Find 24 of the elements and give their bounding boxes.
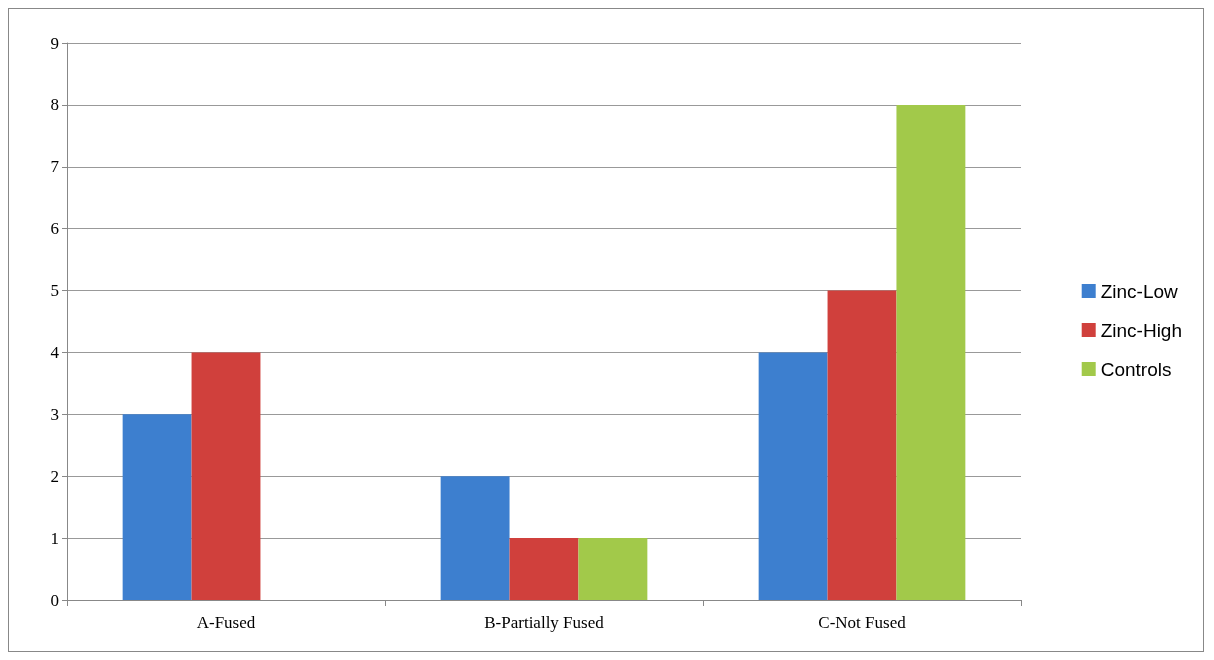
legend-label: Zinc-Low: [1100, 280, 1179, 302]
bar: [509, 538, 579, 600]
y-tick-label: 4: [50, 342, 60, 362]
bar: [191, 352, 261, 600]
bar: [440, 476, 510, 600]
bar: [896, 104, 966, 600]
bar: [827, 290, 897, 600]
x-tick-label: B-Partially Fused: [484, 613, 605, 632]
y-tick-label: 8: [50, 95, 59, 115]
y-tick-label: 1: [50, 528, 59, 548]
y-tick-label: 0: [50, 590, 59, 610]
y-tick-label: 5: [50, 281, 59, 301]
y-tick-label: 9: [50, 33, 59, 53]
y-tick-label: 7: [50, 157, 60, 177]
bar: [758, 352, 828, 600]
x-tick-label: A-Fused: [196, 613, 256, 632]
bar: [122, 414, 192, 600]
legend-label: Controls: [1100, 358, 1172, 380]
legend-label: Zinc-High: [1100, 319, 1183, 341]
y-tick-label: 6: [50, 219, 59, 239]
x-tick-label: C-Not Fused: [818, 613, 907, 632]
y-tick-label: 2: [50, 466, 59, 486]
y-tick-label: 3: [50, 404, 59, 424]
bar: [578, 538, 648, 600]
